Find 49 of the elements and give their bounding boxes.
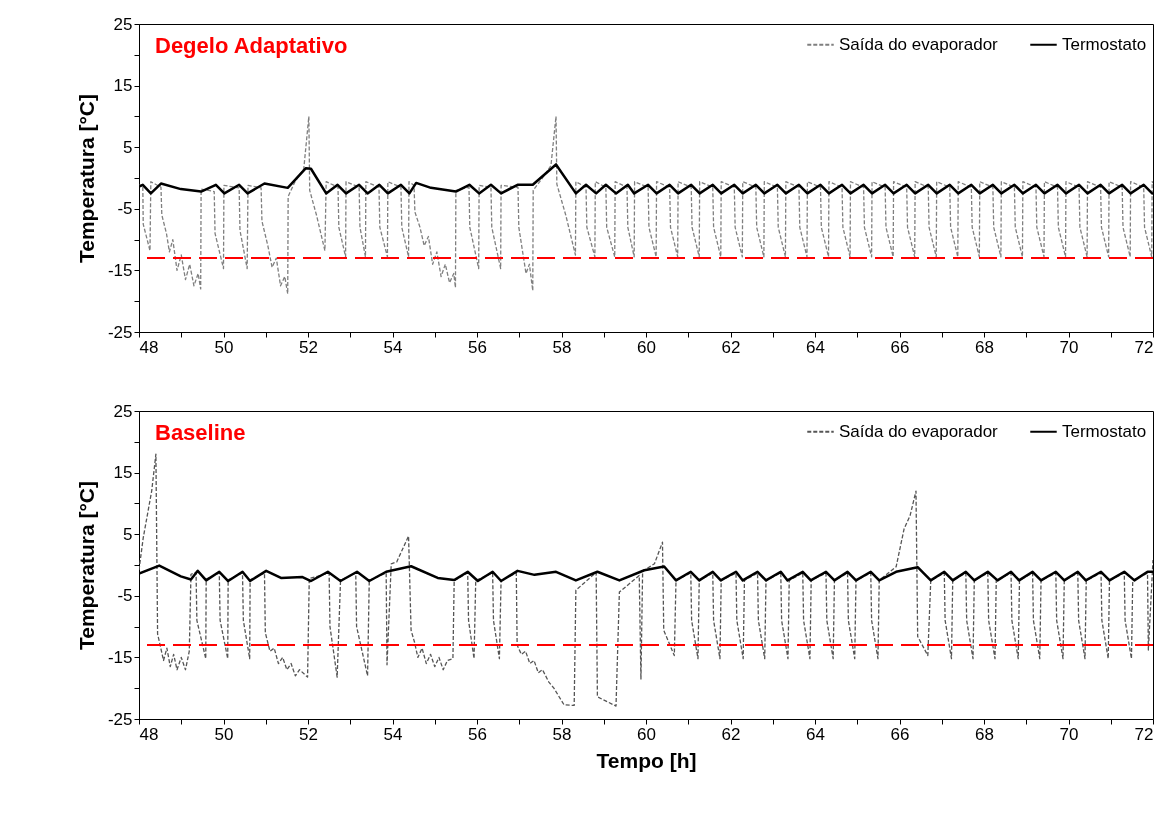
x-tick-label: 66: [890, 724, 910, 744]
y-tick-label: -5: [117, 586, 133, 606]
x-tick-label: 64: [806, 724, 825, 744]
y-axis-title: Temperatura [°C]: [74, 93, 98, 264]
y-tick-label: -15: [107, 647, 133, 667]
y-tick-label: -5: [117, 199, 133, 219]
legend-label: Saída do evaporador: [839, 34, 999, 54]
x-tick-label: 70: [1059, 337, 1079, 357]
legend-label: Saída do evaporador: [839, 421, 999, 441]
x-tick-label: 52: [299, 337, 318, 357]
x-tick-label: 50: [214, 337, 234, 357]
legend-label: Termostato: [1062, 421, 1147, 441]
x-tick-label: 62: [721, 337, 741, 357]
y-tick-label: 15: [113, 76, 133, 96]
x-axis-title: Tempo [h]: [596, 748, 697, 772]
chart-title: Degelo Adaptativo: [155, 33, 348, 58]
x-tick-label: 56: [468, 337, 487, 357]
legend-label: Termostato: [1062, 34, 1147, 54]
x-tick-label: 54: [383, 724, 403, 744]
x-tick-label: 62: [721, 724, 741, 744]
x-tick-label: 60: [637, 724, 656, 744]
y-tick-label: 15: [113, 463, 133, 483]
line-series: [139, 453, 1153, 707]
y-tick-label: 25: [113, 401, 133, 421]
chart-title: Baseline: [155, 420, 246, 445]
x-tick-label: 58: [552, 724, 572, 744]
y-axis-title: Temperatura [°C]: [74, 480, 98, 651]
y-tick-label: 5: [123, 137, 133, 157]
x-tick-label: 70: [1059, 724, 1079, 744]
y-tick-label: -25: [107, 709, 133, 729]
x-tick-label: 48: [139, 724, 159, 744]
y-tick-label: -15: [107, 260, 133, 280]
x-tick-label: 64: [806, 337, 825, 357]
y-tick-label: 5: [123, 524, 133, 544]
x-tick-label: 68: [975, 337, 994, 357]
y-tick-label: -25: [107, 322, 133, 342]
x-tick-label: 68: [975, 724, 994, 744]
line-series: [139, 115, 1153, 295]
x-tick-label: 52: [299, 724, 318, 744]
y-tick-label: 25: [113, 14, 133, 34]
x-tick-label: 58: [552, 337, 572, 357]
x-tick-label: 50: [214, 724, 234, 744]
x-tick-label: 72: [1134, 724, 1154, 744]
x-tick-label: 48: [139, 337, 159, 357]
x-tick-label: 72: [1134, 337, 1154, 357]
x-tick-label: 66: [890, 337, 910, 357]
x-tick-label: 60: [637, 337, 656, 357]
x-tick-label: 56: [468, 724, 487, 744]
x-tick-label: 54: [383, 337, 403, 357]
